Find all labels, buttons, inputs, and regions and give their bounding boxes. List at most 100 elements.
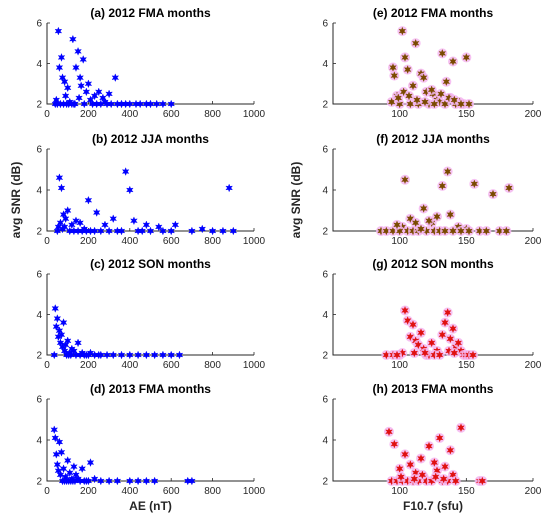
panel-b-xtick-label: 800 [204, 236, 221, 247]
data-point [84, 350, 93, 360]
data-point [446, 210, 455, 219]
data-point [70, 462, 78, 471]
data-point [56, 218, 65, 228]
data-point [109, 214, 117, 224]
panel-f-ytick-label: 2 [322, 227, 328, 238]
panel-h-ytick-label: 6 [322, 395, 328, 406]
data-point [80, 99, 89, 109]
data-point [451, 476, 460, 486]
data-point [53, 314, 62, 323]
panel-b-ytick-label: 4 [36, 186, 42, 197]
data-point [430, 458, 439, 467]
panel-b-xtick-label: 1000 [243, 236, 266, 247]
data-point [72, 63, 80, 72]
panel-f-xtick-label: 100 [391, 236, 408, 247]
data-point [94, 350, 103, 360]
panel-a-xtick-label: 0 [44, 109, 50, 120]
data-point [126, 476, 134, 486]
panel-g-xtick-label: 100 [391, 360, 408, 371]
panel-g-ytick-label: 6 [322, 270, 328, 281]
data-point [60, 222, 69, 232]
data-point [421, 348, 429, 358]
data-point [134, 476, 142, 486]
data-point [441, 226, 449, 236]
data-point [406, 332, 415, 342]
panel-c-xtick-label: 400 [121, 360, 138, 371]
panel-a-ytick-label: 2 [36, 100, 42, 111]
data-point [418, 470, 427, 480]
data-point [134, 350, 142, 360]
data-point [457, 226, 465, 236]
data-point [54, 26, 63, 36]
data-point [117, 350, 126, 360]
data-point [401, 175, 409, 185]
data-point [470, 179, 479, 189]
data-point [105, 226, 113, 236]
data-point [113, 476, 122, 486]
data-point [441, 462, 449, 471]
data-point [77, 81, 85, 91]
data-point [188, 476, 196, 486]
data-point [61, 214, 70, 224]
data-point [150, 476, 159, 486]
panel-a-xtick-label: 1000 [243, 109, 266, 120]
panel-d-ytick-label: 2 [36, 477, 42, 488]
data-point [482, 226, 491, 236]
data-point [409, 81, 417, 91]
data-point [439, 474, 448, 484]
panel-h-xtick-label: 150 [458, 486, 475, 497]
panel-e-ytick-label: 4 [322, 59, 328, 70]
data-point [159, 350, 167, 360]
data-point [101, 220, 109, 230]
panel-d-xtick-label: 0 [44, 486, 50, 497]
data-point [55, 173, 64, 183]
data-point [450, 348, 459, 358]
panel-b-xtick-label: 200 [80, 236, 97, 247]
data-point [92, 208, 101, 217]
data-point [51, 304, 60, 313]
panel-g-ytick-label: 2 [322, 351, 328, 362]
data-point [435, 433, 444, 443]
panel-d-xtick-label: 1000 [243, 486, 266, 497]
panel-b-xtick-label: 400 [121, 236, 138, 247]
data-point [198, 224, 207, 234]
data-point [430, 99, 439, 109]
data-point [126, 185, 134, 195]
data-point [410, 348, 419, 358]
data-point [74, 338, 82, 348]
data-point [441, 318, 449, 327]
data-point [443, 308, 452, 317]
panel-h-ytick-label: 2 [322, 477, 328, 488]
panel-b-ytick-label: 2 [36, 227, 42, 238]
data-point [446, 445, 455, 455]
panel-e-title: (e) 2012 FMA months [373, 6, 494, 20]
data-point [449, 57, 457, 66]
data-point [406, 214, 415, 224]
data-point [56, 470, 65, 480]
data-point [55, 437, 64, 447]
data-point [225, 183, 233, 193]
panel-b-title: (b) 2012 JJA months [92, 132, 209, 146]
data-point [417, 224, 425, 234]
data-point [208, 226, 217, 236]
panel-a: (a) 2012 FMA months 0 200 400 600 800 1000 2 4 6 [36, 6, 265, 120]
data-point [50, 350, 59, 360]
data-point [167, 350, 175, 360]
data-point [57, 330, 66, 340]
panel-f-xtick-label: 200 [525, 236, 542, 247]
data-point [171, 220, 180, 230]
data-point [399, 87, 408, 97]
panel-c-xtick-label: 200 [80, 360, 97, 371]
panel-b-xtick-label: 0 [44, 236, 50, 247]
data-point [442, 77, 451, 87]
data-point [78, 464, 86, 474]
data-point [398, 26, 407, 36]
data-point [411, 218, 420, 228]
panel-f: (f) 2012 JJA months 100 150 200 2 4 6 [322, 132, 541, 247]
data-point [79, 55, 87, 64]
data-point [138, 226, 146, 236]
data-point [188, 226, 196, 236]
data-point [421, 97, 429, 107]
data-point [438, 49, 447, 58]
panel-e-ytick-label: 6 [322, 19, 328, 30]
